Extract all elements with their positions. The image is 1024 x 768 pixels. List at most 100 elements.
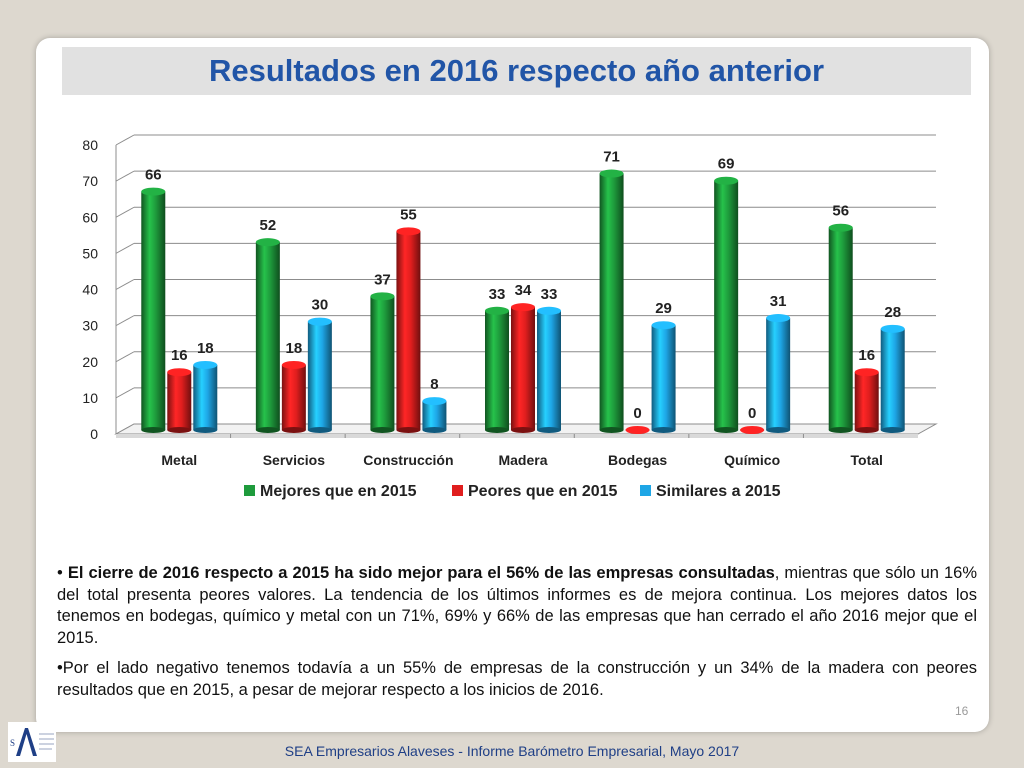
bar-cap (141, 187, 166, 196)
data-label: 0 (748, 405, 756, 422)
gridline-depth (115, 170, 135, 182)
title-bar: Resultados en 2016 respecto año anterior (62, 47, 971, 95)
bar (370, 296, 395, 430)
bar-cap (599, 169, 624, 178)
bar (511, 307, 535, 430)
bar (651, 325, 676, 430)
bar-base (828, 427, 853, 433)
bar-cap (880, 324, 905, 333)
data-label: 71 (603, 149, 620, 166)
footer: SEA Empresarios Alaveses - Informe Baróm… (284, 743, 740, 759)
y-tick-label: 80 (82, 137, 98, 153)
bar-cap (854, 368, 879, 377)
bar (255, 242, 280, 430)
y-tick-label: 0 (90, 426, 98, 442)
data-label: 33 (541, 286, 558, 303)
bar (599, 173, 624, 430)
bar-cap (485, 306, 509, 315)
y-tick-label: 40 (82, 282, 98, 298)
bar-cap (651, 321, 676, 330)
bar-cap (714, 176, 739, 185)
paragraph-1-bold: El cierre de 2016 respecto a 2015 ha sid… (67, 564, 775, 582)
data-label: 8 (430, 376, 438, 393)
sea-logo-icon: S (8, 722, 56, 762)
bar-cap (255, 238, 280, 247)
data-label: 28 (884, 304, 901, 321)
bar (193, 364, 218, 430)
bar (167, 372, 192, 430)
bar-base (651, 427, 676, 433)
text-block: • El cierre de 2016 respecto a 2015 ha s… (57, 563, 977, 710)
data-label: 31 (770, 293, 787, 310)
y-tick-label: 20 (82, 354, 98, 370)
bar-base (307, 427, 332, 433)
bullet: • (57, 564, 63, 582)
data-label: 55 (400, 206, 417, 223)
paragraph-2-text: Por el lado negativo tenemos todavía a u… (57, 659, 977, 699)
bar-cap (396, 227, 421, 236)
category-label: Metal (161, 452, 197, 468)
bar-base (511, 427, 535, 433)
bar-cap (828, 223, 853, 232)
bar-base (599, 427, 624, 433)
y-tick-label: 10 (82, 390, 98, 406)
gridline-depth (115, 279, 135, 290)
data-label: 56 (832, 203, 849, 220)
category-label: Servicios (263, 452, 325, 468)
category-label: Químico (724, 452, 780, 468)
bar-cap (625, 426, 650, 434)
gridline-depth (115, 134, 135, 146)
bar-base (880, 427, 905, 433)
gridline-depth (115, 315, 135, 327)
paragraph-1: • El cierre de 2016 respecto a 2015 ha s… (57, 563, 977, 649)
bar (307, 321, 332, 430)
bar-base (714, 427, 739, 433)
bar-base (370, 427, 395, 433)
bar-base (396, 427, 421, 433)
bar-cap (370, 292, 395, 301)
data-label: 29 (655, 300, 672, 317)
category-label: Construcción (363, 452, 453, 468)
page-number: 16 (955, 704, 969, 718)
bullet: • (57, 659, 63, 677)
bar-cap (511, 303, 535, 312)
bar-cap (740, 426, 765, 434)
svg-text:S: S (10, 738, 15, 748)
bar (141, 191, 166, 430)
bar-cap (193, 360, 218, 369)
legend-swatch (244, 485, 255, 496)
data-label: 66 (145, 167, 162, 184)
bar-base (167, 427, 192, 433)
bar-base (854, 427, 879, 433)
data-label: 69 (718, 156, 735, 173)
legend-swatch (640, 485, 651, 496)
y-tick-label: 50 (82, 245, 98, 261)
y-tick-label: 30 (82, 318, 98, 334)
data-label: 16 (171, 347, 188, 364)
data-label: 33 (489, 286, 506, 303)
bar (766, 318, 791, 430)
paragraph-1-text: , mientras que sólo un 16% del total pre… (57, 564, 977, 647)
data-label: 52 (260, 217, 277, 234)
y-tick-label: 60 (82, 209, 98, 225)
bar (714, 180, 739, 430)
data-label: 37 (374, 271, 391, 288)
bar-base (766, 427, 791, 433)
category-label: Total (851, 452, 883, 468)
bar (281, 364, 306, 430)
gridline-depth (115, 206, 135, 218)
legend-swatch (452, 485, 463, 496)
bar-cap (766, 314, 791, 323)
bar-base (485, 427, 509, 433)
bar (537, 310, 561, 430)
bar (485, 310, 509, 430)
data-label: 16 (858, 347, 875, 364)
bar-base (422, 427, 447, 433)
data-label: 18 (286, 340, 303, 357)
y-tick-label: 70 (82, 173, 98, 189)
bar-base (281, 427, 306, 433)
bar-base (255, 427, 280, 433)
floor-edge (116, 434, 918, 438)
bar (396, 231, 421, 430)
data-label: 30 (312, 297, 329, 314)
